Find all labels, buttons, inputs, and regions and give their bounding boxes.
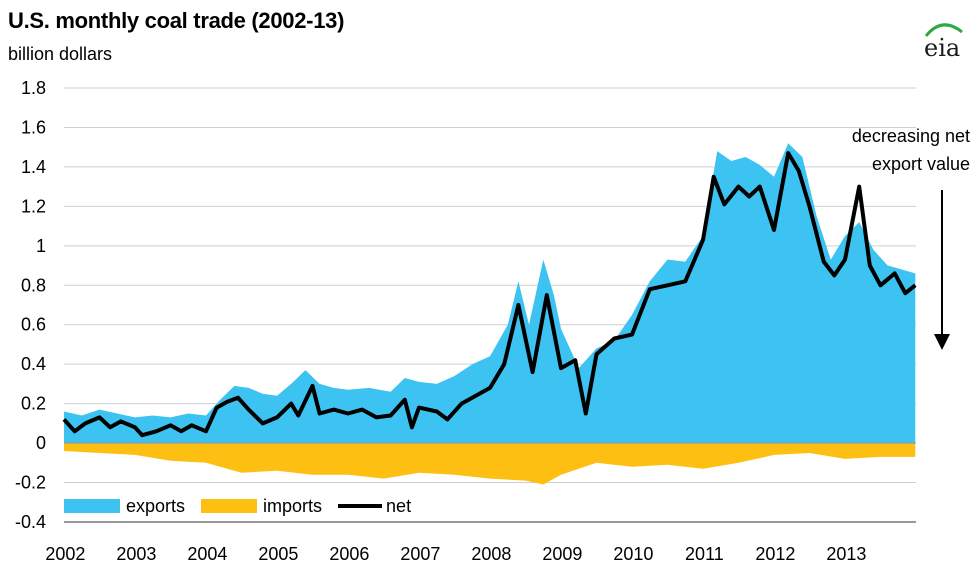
legend-swatch-exports: [64, 499, 120, 513]
x-tick-label: 2008: [471, 544, 511, 564]
y-tick-label: 1.4: [21, 157, 46, 177]
y-tick-label: 0.4: [21, 354, 46, 374]
axes: 1.8 1.6 1.4 1.2 1 0.8 0.6 0.4 0.2 0 -0.2 -0.4 2002 20…: [15, 78, 916, 564]
annotation-arrow: [934, 190, 950, 350]
legend-item-net: net: [338, 496, 411, 517]
legend-swatch-imports: [201, 499, 258, 513]
legend-swatch-net: [338, 504, 383, 508]
logo-arc-icon: [924, 23, 963, 37]
exports-area: [64, 143, 916, 444]
x-tick-label: 2005: [258, 544, 298, 564]
x-tick-label: 2009: [542, 544, 582, 564]
x-tick-label: 2006: [329, 544, 369, 564]
y-tick-label: 1.8: [21, 78, 46, 98]
chart-subtitle: billion dollars: [8, 44, 113, 64]
x-tick-label: 2004: [187, 544, 227, 564]
x-tick-label: 2012: [755, 544, 795, 564]
legend-label-net: net: [386, 495, 412, 516]
y-tick-label: 0: [36, 433, 46, 453]
chart-title: U.S. monthly coal trade (2002-13): [8, 8, 345, 33]
x-tick-label: 2010: [613, 544, 653, 564]
annotation-line-1: decreasing net: [851, 126, 970, 146]
y-tick-label: 1: [36, 236, 46, 256]
net-line: [62, 151, 917, 438]
x-tick-label: 2002: [45, 544, 85, 564]
legend-item-imports: imports: [201, 496, 322, 517]
annotation-line-2: export value: [871, 154, 970, 174]
legend-label-exports: exports: [126, 495, 186, 516]
x-tick-label: 2011: [685, 544, 724, 564]
legend-item-exports: exports: [64, 496, 185, 517]
area-layer: [64, 143, 916, 485]
x-tick-label: 2013: [826, 544, 866, 564]
annotation-text: decreasing net export value: [818, 122, 970, 178]
logo-text: eia: [924, 34, 961, 62]
legend-label-imports: imports: [263, 495, 323, 516]
imports-area: [64, 443, 916, 485]
y-tick-label: 0.8: [21, 275, 46, 295]
x-tick-label: 2007: [400, 544, 440, 564]
y-tick-label: 1.2: [21, 196, 46, 216]
y-tick-label: 0.2: [21, 394, 46, 414]
arrow-head-icon: [934, 334, 950, 350]
x-tick-label: 2003: [116, 544, 156, 564]
net-line-layer: [62, 151, 917, 438]
eia-logo: eia: [918, 14, 970, 66]
y-tick-label: 1.6: [21, 117, 46, 137]
y-tick-label: 0.6: [21, 315, 46, 335]
legend: exports imports net: [64, 494, 427, 518]
y-tick-label: -0.4: [15, 512, 46, 532]
y-tick-label: -0.2: [15, 473, 46, 493]
